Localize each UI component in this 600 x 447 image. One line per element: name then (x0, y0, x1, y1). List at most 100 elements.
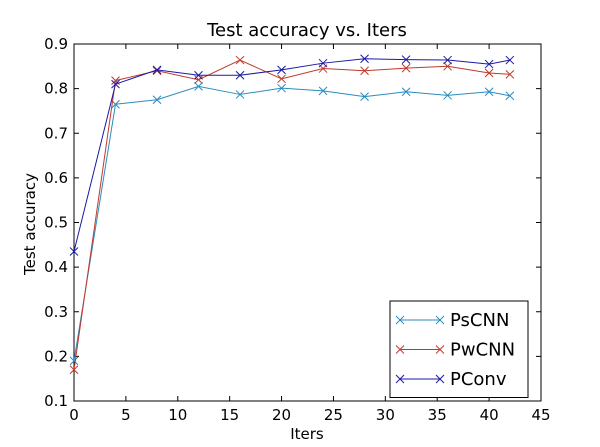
data-point-pconv-stroke-b (484, 59, 494, 69)
data-point-pconv (318, 58, 328, 68)
data-point-pconv (277, 65, 286, 75)
x-axis-label: Iters (290, 425, 324, 443)
x-tick-label: 15 (220, 406, 239, 424)
legend-marker-pscnn (395, 315, 405, 325)
x-tick-label: 5 (121, 406, 131, 424)
data-point-pwcnn (360, 66, 369, 76)
data-point-pscnn (277, 83, 286, 93)
data-point-pconv (69, 247, 79, 256)
data-point-pscnn (443, 90, 452, 100)
data-point-pscnn-stroke-b (484, 87, 494, 97)
data-point-pwcnn (277, 74, 286, 84)
legend-marker-pconv (435, 374, 445, 384)
legend-marker-pscnn-stroke-b (435, 315, 445, 325)
plot-area: 0 5 10 15 20 25 30 35 40 45 0.1 0.2 0.3 0.4 0.5 0.6 0.7 0… (44, 35, 550, 424)
y-tick-label: 0.1 (44, 392, 68, 410)
data-point-pconv (360, 54, 369, 64)
legend-marker-pwcnn (435, 345, 445, 354)
data-point-pscnn-stroke-b (360, 92, 369, 102)
data-point-pconv-stroke-b (69, 247, 79, 256)
legend-marker-pconv-stroke-b (395, 374, 405, 384)
data-point-pconv-stroke-b (360, 54, 369, 64)
data-point-pscnn-stroke-b (443, 90, 452, 100)
y-tick-label: 0.6 (44, 169, 68, 187)
x-tick-label: 0 (69, 406, 79, 424)
x-tick-label: 35 (428, 406, 447, 424)
legend-marker-pwcnn-stroke-b (435, 345, 445, 354)
x-tick-label: 40 (480, 406, 499, 424)
data-point-pscnn-stroke-b (152, 95, 162, 105)
data-point-pwcnn (152, 66, 162, 76)
x-tick-label: 45 (531, 406, 550, 424)
y-tick-label: 0.4 (44, 258, 68, 276)
data-point-pscnn (194, 82, 203, 91)
data-point-pconv (111, 79, 120, 89)
x-tick-label: 10 (168, 406, 187, 424)
data-point-pwcnn (484, 68, 494, 78)
data-point-pscnn-stroke-b (235, 90, 245, 99)
data-point-pscnn-stroke-b (194, 82, 203, 91)
data-point-pscnn (484, 87, 494, 97)
data-point-pscnn (318, 86, 328, 96)
data-point-pwcnn-stroke-b (194, 75, 203, 85)
data-point-pscnn-stroke-b (505, 91, 515, 101)
data-point-pwcnn-stroke-b (360, 66, 369, 76)
data-point-pscnn-stroke-b (111, 99, 120, 109)
data-point-pwcnn-stroke-b (484, 68, 494, 78)
data-point-pwcnn-stroke-b (443, 61, 452, 71)
y-tick-label: 0.7 (44, 124, 68, 142)
data-point-pconv-stroke-b (505, 55, 515, 65)
data-point-pscnn-stroke-b (277, 83, 286, 93)
y-tick-label: 0.8 (44, 80, 68, 98)
data-point-pconv (505, 55, 515, 65)
data-point-pconv-stroke-b (318, 58, 328, 68)
data-point-pwcnn-stroke-b (235, 55, 245, 65)
data-point-pwcnn-stroke-b (111, 76, 120, 85)
data-point-pconv-stroke-b (152, 65, 162, 75)
data-point-pconv (194, 70, 203, 80)
data-point-pconv-stroke-b (235, 70, 245, 80)
data-point-pscnn (69, 356, 79, 366)
data-point-pconv (235, 70, 245, 80)
data-point-pconv (152, 65, 162, 75)
data-point-pconv-stroke-b (194, 70, 203, 80)
data-point-pconv-stroke-b (443, 55, 452, 65)
series-line-pscnn (73, 85, 510, 361)
legend-label-pconv: PConv (450, 369, 507, 390)
data-point-pwcnn (443, 61, 452, 71)
series-line-pconv (73, 58, 510, 252)
data-point-pscnn-stroke-b (401, 87, 411, 97)
data-point-pwcnn-stroke-b (277, 74, 286, 84)
x-tick-label: 25 (324, 406, 343, 424)
legend-marker-pscnn (435, 315, 445, 325)
data-point-pwcnn (235, 55, 245, 65)
legend-marker-pwcnn (395, 345, 405, 354)
data-point-pscnn (235, 90, 245, 99)
legend-label-pwcnn: PwCNN (450, 340, 515, 361)
chart-title: Test accuracy vs. Iters (206, 20, 407, 41)
data-point-pwcnn-stroke-b (401, 63, 411, 73)
data-point-pwcnn (69, 365, 79, 375)
y-tick-label: 0.2 (44, 347, 68, 365)
data-point-pconv-stroke-b (401, 55, 411, 64)
legend: PsCNN PwCNN PConv (389, 300, 529, 398)
data-point-pconv (401, 55, 411, 64)
data-point-pwcnn (505, 69, 515, 79)
data-point-pwcnn-stroke-b (152, 66, 162, 76)
y-tick-label: 0.5 (44, 214, 68, 232)
y-tick-label: 0.3 (44, 303, 68, 321)
data-point-pconv-stroke-b (111, 79, 120, 89)
legend-marker-pconv-stroke-b (435, 374, 445, 384)
data-point-pconv-stroke-b (277, 65, 286, 75)
data-point-pwcnn (401, 63, 411, 73)
x-tick-label: 20 (272, 406, 291, 424)
legend-label-pscnn: PsCNN (450, 310, 509, 331)
x-tick-label: 30 (376, 406, 395, 424)
data-point-pconv (484, 59, 494, 69)
legend-marker-pwcnn-stroke-b (395, 345, 405, 354)
data-point-pscnn (360, 92, 369, 102)
data-point-pscnn (401, 87, 411, 97)
legend-marker-pconv (395, 374, 405, 384)
data-point-pscnn-stroke-b (69, 356, 79, 366)
